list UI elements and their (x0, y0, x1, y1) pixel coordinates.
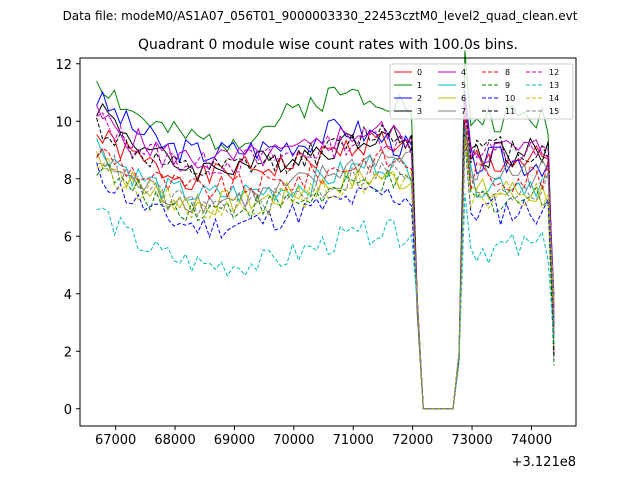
series-line-3 (96, 102, 555, 410)
series-line-4 (96, 97, 555, 410)
y-tick-label: 10 (55, 115, 72, 130)
plot-frame (79, 57, 577, 427)
series-line-9 (96, 132, 555, 410)
x-tick-label: 70000 (273, 433, 314, 448)
series-line-13 (96, 193, 555, 410)
y-tick-label: 8 (64, 173, 72, 188)
series-line-8 (96, 112, 555, 410)
x-tick-label: 72000 (392, 433, 433, 448)
legend-label: 12 (549, 68, 559, 77)
legend-label: 10 (505, 94, 515, 103)
x-axis-offset-label: +3.121e8 (512, 455, 576, 470)
x-tick-label: 69000 (214, 433, 255, 448)
legend-label: 5 (461, 81, 466, 90)
series-line-15 (96, 127, 555, 410)
legend-label: 3 (417, 107, 422, 116)
legend-label: 0 (417, 68, 422, 77)
series-line-12 (96, 104, 555, 410)
plot-lines (96, 50, 555, 410)
legend-label: 13 (549, 81, 559, 90)
y-tick-label: 4 (64, 288, 72, 303)
legend-label: 1 (417, 81, 422, 90)
y-tick-label: 0 (64, 403, 72, 418)
series-line-2 (96, 90, 555, 410)
y-tick-label: 2 (64, 345, 72, 360)
x-tick-label: 71000 (333, 433, 374, 448)
legend-label: 11 (505, 107, 515, 116)
legend-label: 4 (461, 68, 466, 77)
x-tick-label: 68000 (154, 433, 195, 448)
series-line-11 (96, 101, 555, 410)
legend-frame (389, 63, 574, 120)
series-line-1 (96, 50, 555, 410)
x-tick-label: 74000 (511, 433, 552, 448)
x-tick-label: 67000 (95, 433, 136, 448)
legend-label: 9 (505, 81, 510, 90)
series-line-14 (96, 138, 555, 410)
legend-label: 2 (417, 94, 422, 103)
legend-label: 7 (461, 107, 466, 116)
series-line-10 (96, 141, 555, 410)
legend-label: 14 (549, 94, 559, 103)
figure-suptitle: Data file: modeM0/AS1A07_056T01_90000033… (63, 9, 578, 23)
chart-title: Quadrant 0 module wise count rates with … (138, 37, 518, 53)
x-axis: 67000 68000 69000 70000 71000 72000 73000 74000 (95, 426, 552, 448)
series-line-6 (96, 134, 555, 410)
x-tick-label: 73000 (451, 433, 492, 448)
y-tick-label: 6 (64, 230, 72, 245)
legend-label: 8 (505, 68, 510, 77)
legend-label: 6 (461, 94, 466, 103)
legend-label: 15 (549, 107, 559, 116)
series-line-7 (96, 111, 555, 410)
y-axis: 0 2 4 6 8 10 12 (55, 58, 80, 418)
y-tick-label: 12 (55, 58, 72, 73)
